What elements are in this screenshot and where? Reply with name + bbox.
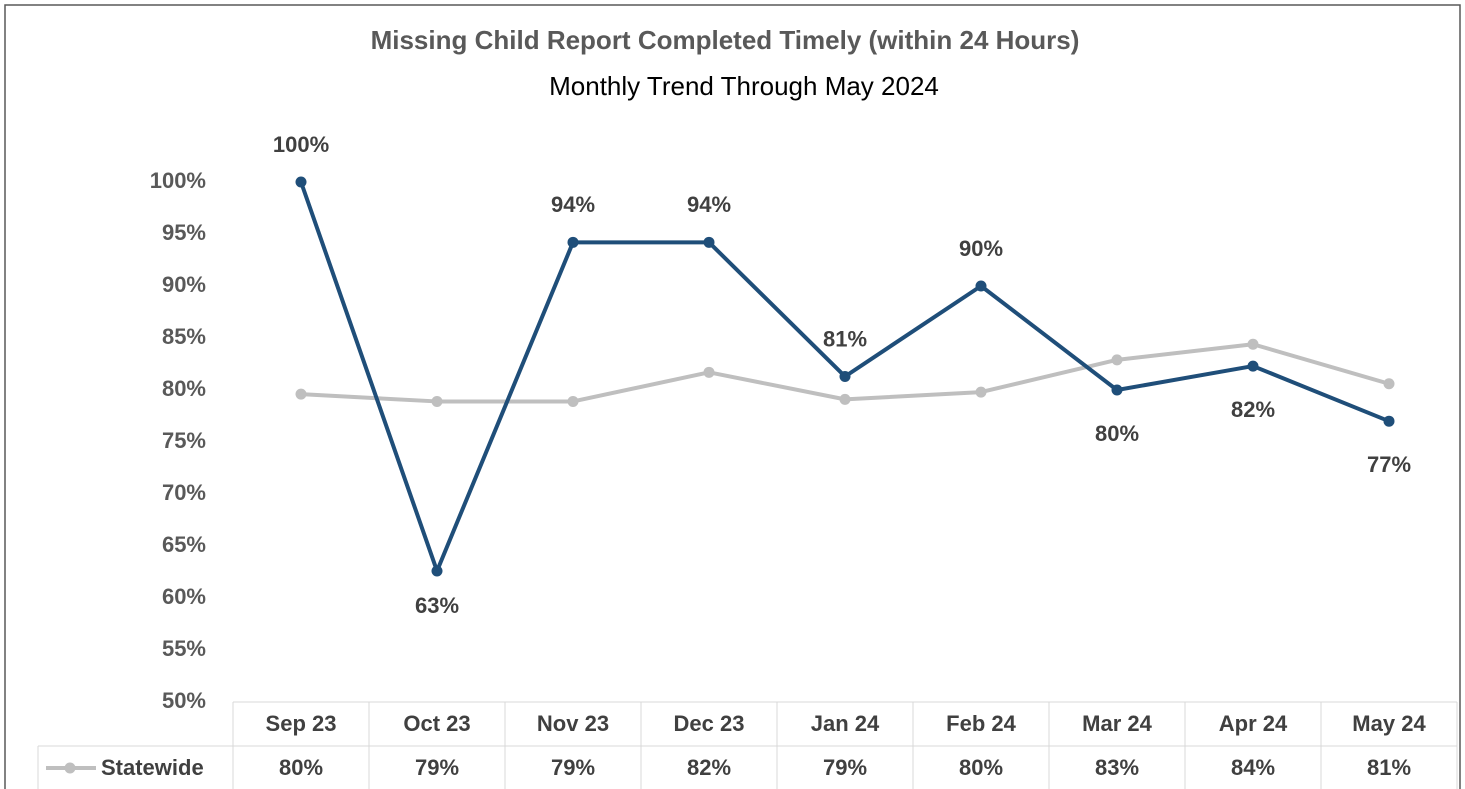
table-value: 80% — [959, 755, 1003, 780]
legend-marker — [64, 762, 76, 774]
data-label: 80% — [1095, 421, 1139, 446]
x-tick-label: Feb 24 — [946, 711, 1016, 736]
data-label: 82% — [1231, 397, 1275, 422]
chart-subtitle: Monthly Trend Through May 2024 — [549, 71, 939, 101]
data-label: 100% — [273, 132, 329, 157]
data-label: 81% — [823, 326, 867, 351]
y-tick-label: 100% — [150, 168, 206, 193]
data-label: 94% — [687, 192, 731, 217]
x-tick-label: May 24 — [1352, 711, 1426, 736]
data-point — [1247, 360, 1259, 372]
y-tick-label: 60% — [162, 584, 206, 609]
chart-title: Missing Child Report Completed Timely (w… — [371, 25, 1080, 55]
data-point — [1383, 378, 1395, 390]
data-point — [431, 395, 443, 407]
x-tick-label: Nov 23 — [537, 711, 609, 736]
y-tick-label: 90% — [162, 272, 206, 297]
data-label: 63% — [415, 593, 459, 618]
table-value: 79% — [415, 755, 459, 780]
y-tick-label: 75% — [162, 428, 206, 453]
data-point — [1383, 415, 1395, 427]
data-point — [703, 366, 715, 378]
data-label: 94% — [551, 192, 595, 217]
y-tick-label: 65% — [162, 532, 206, 557]
table-value: 84% — [1231, 755, 1275, 780]
data-point — [431, 565, 443, 577]
data-point — [295, 176, 307, 188]
data-point — [703, 236, 715, 248]
x-tick-label: Apr 24 — [1219, 711, 1288, 736]
data-point — [567, 395, 579, 407]
table-value: 80% — [279, 755, 323, 780]
data-point — [1111, 384, 1123, 396]
legend-label: Statewide — [101, 755, 204, 780]
table-value: 81% — [1367, 755, 1411, 780]
y-tick-label: 50% — [162, 688, 206, 713]
x-tick-label: Sep 23 — [266, 711, 337, 736]
x-tick-label: Dec 23 — [674, 711, 745, 736]
table-value: 79% — [551, 755, 595, 780]
data-point — [839, 393, 851, 405]
x-tick-label: Jan 24 — [811, 711, 880, 736]
y-tick-label: 80% — [162, 376, 206, 401]
table-value: 79% — [823, 755, 867, 780]
table-value: 82% — [687, 755, 731, 780]
x-tick-label: Mar 24 — [1082, 711, 1152, 736]
data-label: 77% — [1367, 452, 1411, 477]
data-point — [1111, 354, 1123, 366]
data-point — [1247, 338, 1259, 350]
y-tick-label: 95% — [162, 220, 206, 245]
data-point — [839, 370, 851, 382]
data-point — [567, 236, 579, 248]
data-point — [975, 386, 987, 398]
data-point — [295, 388, 307, 400]
y-tick-label: 85% — [162, 324, 206, 349]
x-tick-label: Oct 23 — [403, 711, 470, 736]
data-label: 90% — [959, 236, 1003, 261]
data-point — [975, 280, 987, 292]
table-value: 83% — [1095, 755, 1139, 780]
y-tick-label: 70% — [162, 480, 206, 505]
y-tick-label: 55% — [162, 636, 206, 661]
chart-frame — [4, 4, 1461, 789]
